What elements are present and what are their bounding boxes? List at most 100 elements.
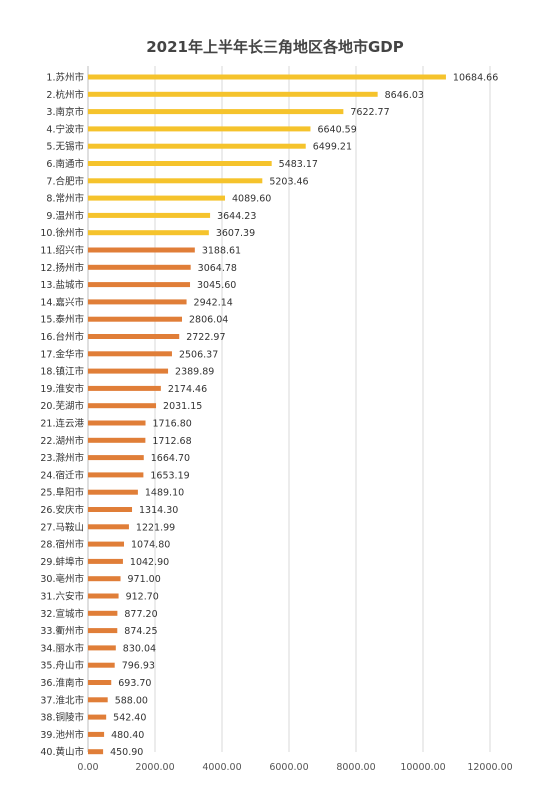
value-label: 2722.97 xyxy=(186,332,225,343)
bar xyxy=(88,610,118,616)
bar xyxy=(88,74,446,80)
bar xyxy=(88,455,144,461)
category-label: 11.绍兴市 xyxy=(40,245,84,257)
value-label: 5203.46 xyxy=(269,176,308,187)
bar xyxy=(88,109,344,115)
category-label: 23.滁州市 xyxy=(40,452,84,464)
bar xyxy=(88,178,263,184)
value-label: 2806.04 xyxy=(189,315,228,326)
value-label: 912.70 xyxy=(126,592,159,603)
value-label: 877.20 xyxy=(124,609,157,620)
bar xyxy=(88,368,169,374)
value-label: 1716.80 xyxy=(153,419,192,430)
value-label: 3064.78 xyxy=(198,263,237,274)
x-tick-label: 4000.00 xyxy=(202,762,241,773)
bar xyxy=(88,316,183,322)
value-label: 3188.61 xyxy=(202,246,241,257)
bar xyxy=(88,195,226,201)
bar xyxy=(88,576,121,582)
label-layer: 1.苏州市 10684.66 2.杭州市 8646.03 3.南京市 7622.77 4.宁… xyxy=(40,72,498,759)
x-tick-label: 6000.00 xyxy=(269,762,308,773)
bar xyxy=(88,697,108,703)
bar xyxy=(88,126,311,132)
bar xyxy=(88,143,306,149)
category-label: 40.黄山市 xyxy=(40,746,84,758)
value-label: 10684.66 xyxy=(453,73,498,84)
bar xyxy=(88,282,191,288)
category-label: 3.南京市 xyxy=(46,106,84,118)
value-label: 1489.10 xyxy=(145,488,184,499)
bar xyxy=(88,334,180,339)
x-tick-label: 0.00 xyxy=(77,762,98,773)
value-label: 971.00 xyxy=(128,574,161,585)
value-label: 3644.23 xyxy=(217,211,256,222)
category-label: 25.阜阳市 xyxy=(40,487,84,499)
chart-title: 2021年上半年长三角地区各地市GDP xyxy=(146,38,404,56)
value-label: 8646.03 xyxy=(385,90,424,101)
value-label: 830.04 xyxy=(123,643,156,654)
bar xyxy=(88,714,107,720)
value-label: 1314.30 xyxy=(139,505,178,516)
bar xyxy=(88,749,104,755)
x-tick-label: 8000.00 xyxy=(336,762,375,773)
category-label: 13.盐城市 xyxy=(40,279,84,291)
category-label: 19.淮安市 xyxy=(40,383,84,395)
category-label: 15.泰州市 xyxy=(40,314,84,326)
bar xyxy=(88,91,378,97)
bar xyxy=(88,403,157,409)
category-label: 24.宿迁市 xyxy=(40,469,84,481)
bar xyxy=(88,731,105,737)
category-label: 33.衢州市 xyxy=(40,625,84,637)
value-label: 5483.17 xyxy=(279,159,318,170)
category-label: 38.铜陵市 xyxy=(40,712,84,724)
category-label: 17.金华市 xyxy=(40,348,84,360)
category-label: 37.淮北市 xyxy=(40,694,84,706)
category-label: 39.池州市 xyxy=(40,729,84,741)
bar xyxy=(88,385,161,391)
bar xyxy=(88,264,191,270)
category-label: 36.淮南市 xyxy=(40,677,84,689)
category-label: 26.安庆市 xyxy=(40,504,84,516)
category-label: 20.芜湖市 xyxy=(40,400,84,412)
category-label: 28.宿州市 xyxy=(40,539,84,551)
bar xyxy=(88,472,144,478)
category-label: 22.湖州市 xyxy=(40,435,84,447)
category-label: 34.丽水市 xyxy=(40,642,84,654)
value-label: 3607.39 xyxy=(216,228,255,239)
bar-layer xyxy=(88,74,446,755)
bar xyxy=(88,507,133,512)
bar xyxy=(88,628,118,634)
category-label: 32.宣城市 xyxy=(40,608,84,620)
bar xyxy=(88,351,172,357)
category-label: 4.宁波市 xyxy=(46,123,84,135)
bar xyxy=(88,489,138,495)
value-label: 2174.46 xyxy=(168,384,207,395)
category-label: 27.马鞍山 xyxy=(40,521,84,533)
bar xyxy=(88,247,195,253)
bar xyxy=(88,230,209,236)
category-label: 1.苏州市 xyxy=(46,72,84,84)
value-label: 1664.70 xyxy=(151,453,190,464)
category-label: 14.嘉兴市 xyxy=(40,296,84,308)
bar xyxy=(88,558,123,564)
tick-layer: 0.00 2000.00 4000.00 6000.00 8000.00 10000.00… xyxy=(77,762,512,773)
category-label: 2.杭州市 xyxy=(46,89,84,101)
value-label: 1221.99 xyxy=(136,522,175,533)
category-label: 6.南通市 xyxy=(46,158,84,170)
category-label: 9.温州市 xyxy=(46,210,84,222)
category-label: 7.合肥市 xyxy=(46,175,84,187)
value-label: 2942.14 xyxy=(194,297,233,308)
value-label: 1712.68 xyxy=(152,436,191,447)
bar xyxy=(88,662,115,668)
bar xyxy=(88,437,146,443)
value-label: 6640.59 xyxy=(317,124,356,135)
value-label: 4089.60 xyxy=(232,194,271,205)
category-label: 16.台州市 xyxy=(40,331,84,343)
bar xyxy=(88,680,112,685)
value-label: 796.93 xyxy=(122,661,155,672)
value-label: 2031.15 xyxy=(163,401,202,412)
category-label: 31.六安市 xyxy=(40,591,84,603)
bar xyxy=(88,645,116,651)
bar xyxy=(88,541,125,547)
bar xyxy=(88,161,272,166)
